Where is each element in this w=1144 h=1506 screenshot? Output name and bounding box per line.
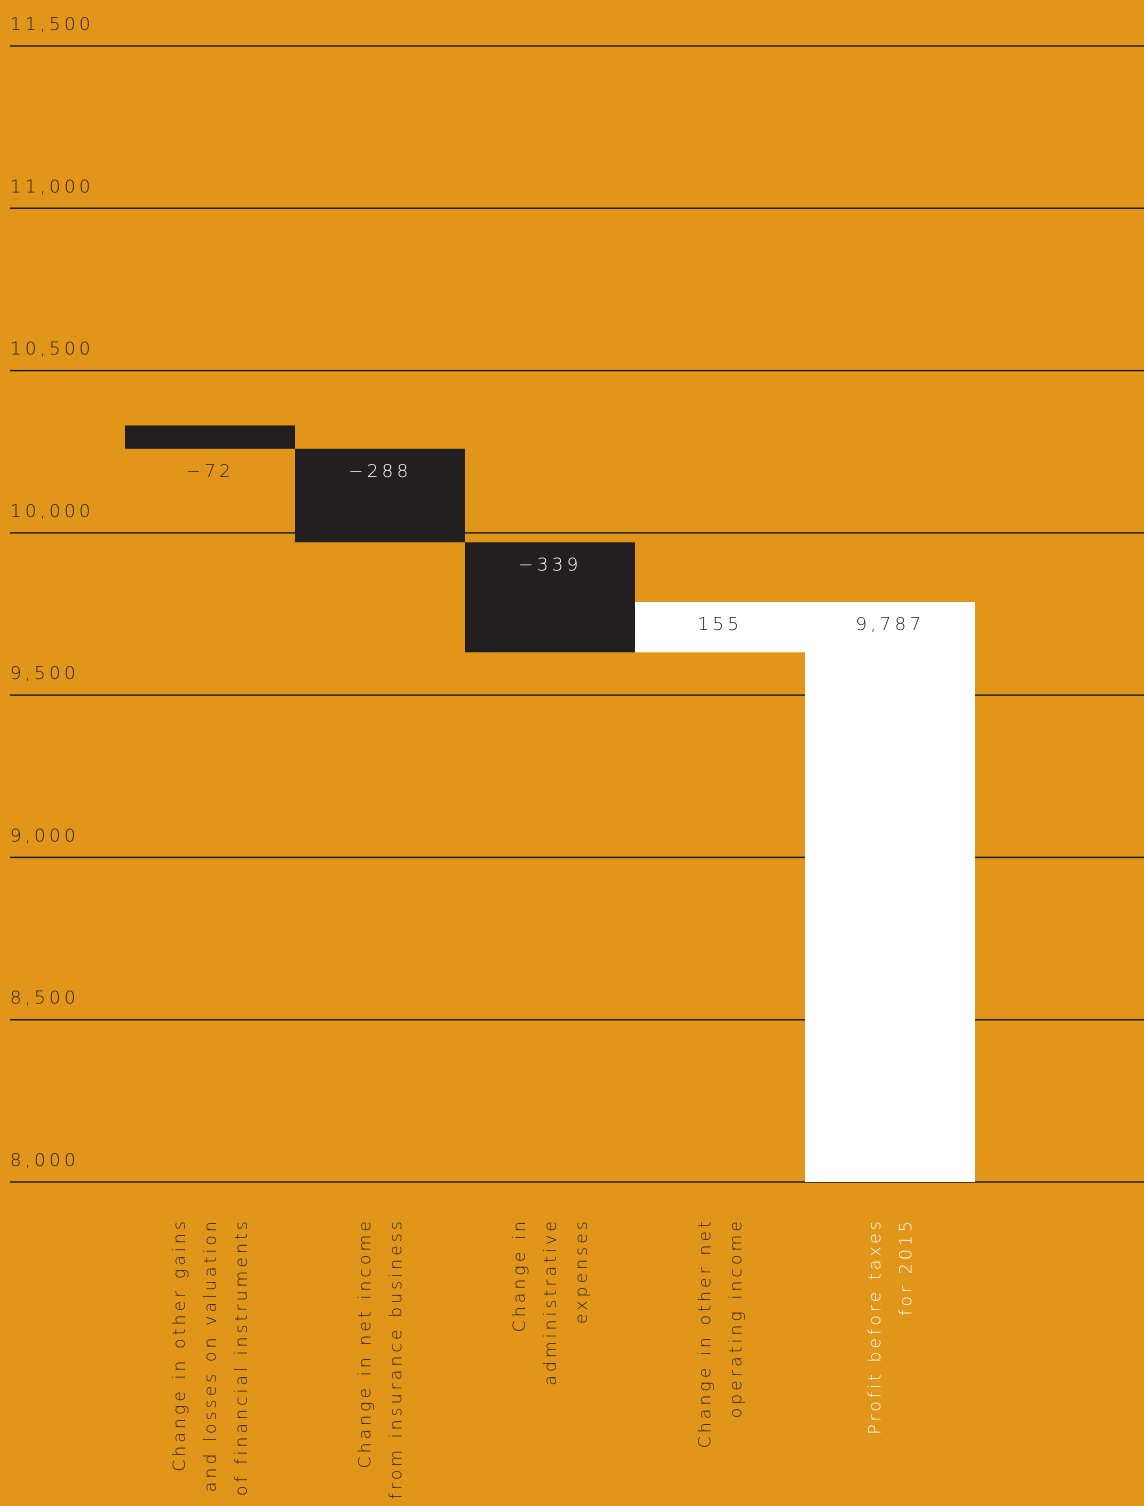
x-tick-label: from insurance business <box>387 1218 407 1499</box>
value-label: 155 <box>698 614 743 635</box>
value-label: −339 <box>518 554 581 575</box>
x-tick-label: Change in other gains <box>170 1218 190 1472</box>
y-tick-label: 10,000 <box>10 501 94 522</box>
y-tick-label: 9,000 <box>10 825 79 846</box>
bar <box>295 448 465 543</box>
y-tick-label: 9,500 <box>10 663 79 684</box>
y-tick-label: 8,500 <box>10 988 79 1009</box>
value-label: −72 <box>186 461 235 482</box>
y-tick-label: 10,500 <box>10 339 94 360</box>
bar <box>125 425 295 449</box>
x-tick-label: Change in other net <box>696 1218 716 1448</box>
x-tick-label: for 2015 <box>897 1218 917 1316</box>
x-tick-label: expenses <box>572 1218 592 1324</box>
value-label: 9,787 <box>855 614 924 635</box>
bar <box>805 601 975 1182</box>
y-tick-label: 8,000 <box>10 1150 79 1171</box>
bar <box>465 542 635 653</box>
x-tick-label: Change in <box>510 1218 530 1332</box>
x-tick-label: and losses on valuation <box>201 1218 221 1492</box>
x-tick-label: Profit before taxes <box>866 1218 886 1435</box>
bar <box>635 601 805 653</box>
x-tick-label: operating income <box>727 1218 747 1418</box>
x-tick-label: of financial instruments <box>232 1218 252 1496</box>
x-tick-label: Change in net income <box>356 1218 376 1468</box>
y-tick-label: 11,500 <box>10 14 94 35</box>
y-tick-label: 11,000 <box>10 176 94 197</box>
x-tick-label: administrative <box>541 1218 561 1386</box>
value-label: −288 <box>348 461 411 482</box>
